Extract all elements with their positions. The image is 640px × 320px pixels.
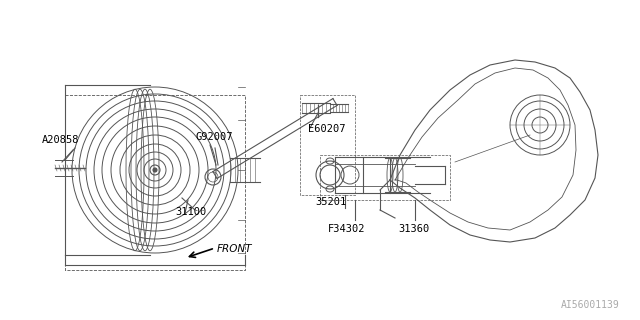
- Text: G92007: G92007: [195, 132, 232, 142]
- Text: FRONT: FRONT: [217, 244, 253, 254]
- Text: 35201: 35201: [315, 197, 346, 207]
- Circle shape: [153, 168, 157, 172]
- Text: A20858: A20858: [42, 135, 79, 145]
- Text: 31360: 31360: [398, 224, 429, 234]
- Text: F34302: F34302: [328, 224, 365, 234]
- Text: AI56001139: AI56001139: [561, 300, 620, 310]
- Text: 31100: 31100: [175, 207, 206, 217]
- Text: E60207: E60207: [308, 124, 346, 134]
